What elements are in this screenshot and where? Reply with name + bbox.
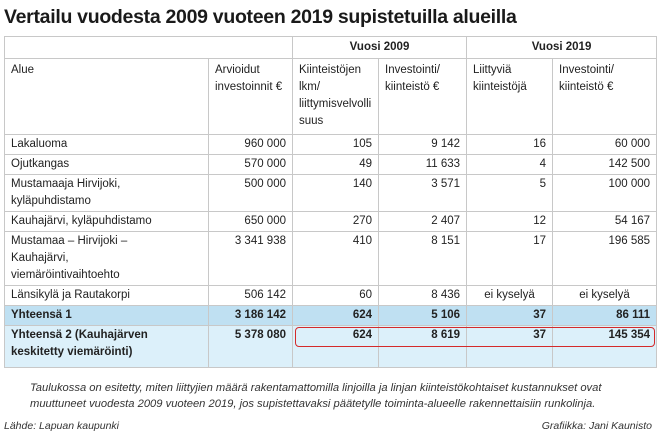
cell: 142 500 [552, 154, 658, 175]
cell: 5 [466, 174, 554, 212]
cell: 960 000 [208, 134, 293, 155]
cell: 105 [292, 134, 379, 155]
cell: 3 571 [377, 174, 468, 212]
cell: 570 000 [208, 154, 293, 175]
group-header: Vuosi 2019 [466, 36, 658, 59]
cell: 8 151 [377, 231, 468, 286]
source: Lähde: Lapuan kaupunki [4, 420, 120, 432]
table-body: Vuosi 2009 Vuosi 2019 Alue Arvioidut invest… [4, 36, 658, 368]
cell: 5 378 080 [208, 325, 293, 368]
cell: 8 619 [377, 325, 468, 368]
title: Vertailu vuodesta 2009 vuoteen 2019 supi… [4, 6, 517, 28]
data-row: Kauhajärvi, kyläpuhdistamo 650 000 270 2 40… [4, 211, 658, 232]
row-label: Kauhajärvi, kyläpuhdistamo [4, 211, 209, 232]
column-header-row: Alue Arvioidut investoinnit € Kiinteistöje… [4, 58, 658, 135]
total-row: Yhteensä 2 (Kauhajärven keskitetty viemä… [4, 325, 658, 368]
cell: 145 354 [552, 325, 658, 368]
cell: 3 341 938 [208, 231, 293, 286]
cell: 5 106 [377, 305, 468, 326]
cell: 3 186 142 [208, 305, 293, 326]
column-header: Liittyviä kiinteistöjä [466, 58, 554, 135]
cell: 37 [466, 305, 554, 326]
cell: 11 633 [377, 154, 468, 175]
cell: 16 [466, 134, 554, 155]
cell: 4 [466, 154, 554, 175]
data-row: Länsikylä ja Rautakorpi 506 142 60 8 436 ei … [4, 285, 658, 306]
row-label: Ojutkangas [4, 154, 209, 175]
cell: 8 436 [377, 285, 468, 306]
data-row: Ojutkangas 570 000 49 11 633 4 142 500 [4, 154, 658, 175]
cell: 506 142 [208, 285, 293, 306]
cell: 410 [292, 231, 379, 286]
column-header: Arvioidut investoinnit € [208, 58, 293, 135]
cell: 500 000 [208, 174, 293, 212]
cell: 624 [292, 305, 379, 326]
credit: Grafiikka: Jani Kaunisto [541, 420, 652, 432]
column-header: Kiinteistöjen lkm/ liittymisvelvollisuus [292, 58, 379, 135]
footnote: Taulukossa on esitetty, miten liittyjien… [30, 382, 602, 410]
cell: 54 167 [552, 211, 658, 232]
cell: 270 [292, 211, 379, 232]
group-header-row: Vuosi 2009 Vuosi 2019 [4, 36, 658, 59]
row-label: Mustamaa – Hirvijoki – Kauhajärvi, viemä… [4, 231, 209, 286]
column-header: Investointi/ kiinteistö € [552, 58, 658, 135]
data-row: Lakaluoma 960 000 105 9 142 16 60 000 [4, 134, 658, 155]
data-row: Mustamaa – Hirvijoki – Kauhajärvi, viemä… [4, 231, 658, 286]
cell: 650 000 [208, 211, 293, 232]
row-label: Yhteensä 2 (Kauhajärven keskitetty viemä… [4, 325, 209, 368]
column-header: Alue [4, 58, 209, 135]
data-row: Mustamaaja Hirvijoki, kyläpuhdistamo 500 … [4, 174, 658, 212]
blank-cell [4, 36, 293, 59]
row-label: Länsikylä ja Rautakorpi [4, 285, 209, 306]
cell: 2 407 [377, 211, 468, 232]
cell: 624 [292, 325, 379, 368]
row-label: Lakaluoma [4, 134, 209, 155]
cell: 17 [466, 231, 554, 286]
cell: 196 585 [552, 231, 658, 286]
highlight-box [294, 326, 655, 347]
cell: 37 [466, 325, 554, 368]
group-header: Vuosi 2009 [291, 36, 468, 59]
cell: 60 000 [552, 134, 658, 155]
cell: 100 000 [552, 174, 658, 212]
cell: ei kyselyä [466, 285, 554, 306]
cell: ei kyselyä [552, 285, 658, 306]
cell: 60 [292, 285, 379, 306]
cell: 9 142 [377, 134, 468, 155]
cell: 140 [292, 174, 379, 212]
row-label: Yhteensä 1 [4, 305, 209, 326]
comparison-table: Vuosi 2009 Vuosi 2019 Alue Arvioidut invest… [4, 36, 658, 368]
cell: 12 [466, 211, 554, 232]
cell: 49 [292, 154, 379, 175]
cell: 86 111 [552, 305, 658, 326]
column-header: Investointi/ kiinteistö € [377, 58, 468, 135]
row-label: Mustamaaja Hirvijoki, kyläpuhdistamo [4, 174, 209, 212]
